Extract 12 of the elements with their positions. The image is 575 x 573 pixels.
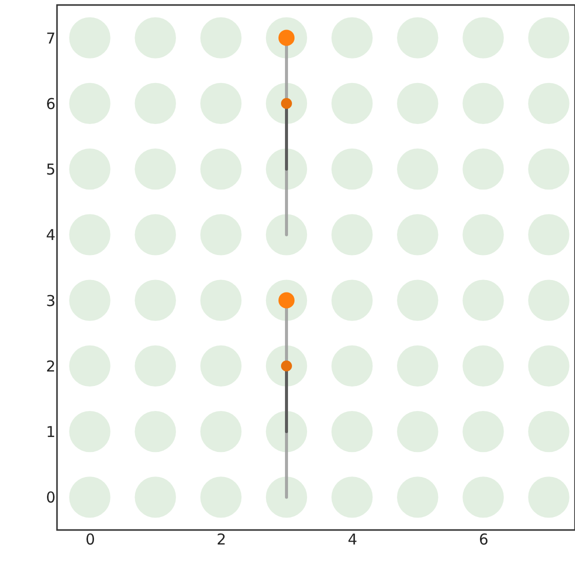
y-tick-label: 1 xyxy=(46,423,56,442)
y-tick-label: 6 xyxy=(46,94,56,113)
y-tick-label: 7 xyxy=(46,29,56,48)
x-tick-label: 0 xyxy=(86,530,96,548)
x-tick-label: 2 xyxy=(216,530,226,548)
y-tick-label: 0 xyxy=(46,488,56,507)
y-tick-label: 5 xyxy=(46,160,56,179)
x-tick-label: 4 xyxy=(348,530,358,548)
x-tick-label: 6 xyxy=(478,530,488,548)
y-tick-label: 2 xyxy=(46,357,56,376)
y-tick-label: 3 xyxy=(46,292,56,310)
y-tick-label: 4 xyxy=(46,226,56,244)
